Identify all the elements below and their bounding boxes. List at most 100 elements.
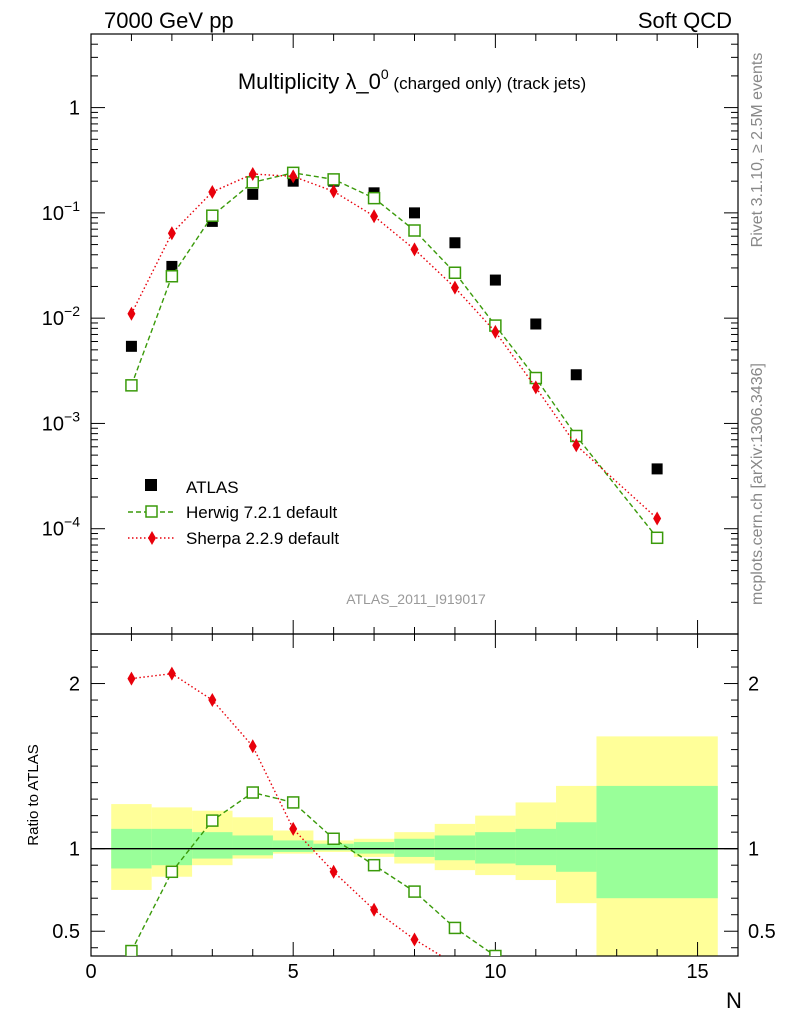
- band-inner: [232, 835, 273, 856]
- x-axis-label: N: [726, 988, 742, 1013]
- x-tick-label: 15: [686, 961, 708, 983]
- band-inner: [313, 843, 354, 851]
- sherpa-ratio-point: [370, 902, 379, 917]
- atlas-point: [166, 260, 178, 272]
- sherpa-ratio-point: [329, 864, 338, 879]
- sherpa-ratio-line: [131, 672, 443, 956]
- herwig-ratio-point: [408, 885, 421, 898]
- sherpa-point: [329, 184, 338, 199]
- atlas-point: [409, 207, 420, 219]
- sherpa-point: [167, 226, 176, 241]
- y-tick-label: 10−1: [42, 198, 80, 225]
- legend-label-sherpa: Sherpa 2.2.9 default: [186, 529, 339, 548]
- legend-label-herwig: Herwig 7.2.1 default: [186, 503, 337, 522]
- herwig-ratio-point: [165, 865, 179, 879]
- band-inner: [596, 785, 718, 899]
- x-tick-label: 5: [288, 961, 299, 983]
- sherpa-ratio-point: [127, 671, 136, 686]
- x-tick-label: 0: [85, 961, 96, 983]
- uncertainty-bands: [91, 736, 738, 956]
- atlas-point: [125, 340, 137, 352]
- y-tick-label: 10−2: [42, 303, 80, 330]
- ratio-y-tick-label-right: 2: [748, 674, 759, 696]
- sherpa-point: [289, 169, 298, 184]
- sherpa-point: [653, 511, 662, 526]
- ratio-y-axis-label: Ratio to ATLAS: [25, 744, 42, 845]
- herwig-ratio-point: [286, 796, 300, 809]
- x-tick-label: 10: [484, 961, 506, 983]
- ratio-y-tick-label: 0.5: [52, 921, 80, 943]
- herwig-ratio-point: [327, 832, 340, 846]
- band-inner: [151, 828, 193, 866]
- atlas-point: [651, 463, 663, 475]
- band-inner: [556, 822, 597, 872]
- herwig-ratio-point: [448, 921, 462, 935]
- legend-marker-sherpa: [148, 531, 156, 545]
- sherpa-point: [410, 242, 419, 257]
- plot-title: Multiplicity λ_00 (charged only) (track …: [238, 66, 586, 94]
- ratio-plot-series: [125, 666, 502, 971]
- herwig-point: [408, 224, 421, 237]
- herwig-ratio-point: [125, 944, 138, 956]
- axis-ticks: [90, 33, 739, 956]
- band-inner: [515, 828, 557, 866]
- herwig-point: [448, 266, 462, 279]
- herwig-ratio-point: [246, 786, 259, 799]
- sherpa-ratio-point: [451, 957, 459, 971]
- ratio-y-tick-label-right: 1: [748, 839, 759, 861]
- herwig-ratio-point: [206, 814, 219, 827]
- legend-marker-herwig: [145, 505, 158, 518]
- title-superscript: 0: [381, 66, 389, 82]
- y-tick-label: 10−4: [42, 514, 80, 541]
- sherpa-point: [208, 184, 217, 199]
- herwig-point: [650, 531, 664, 545]
- atlas-point: [530, 318, 542, 330]
- band-inner: [353, 842, 395, 854]
- atlas-point: [489, 274, 501, 286]
- tick-labels: 0 5 10 15 10−4 10−3 10−2 10−1 1 0.5 0.5 1 1 2 2: [42, 98, 776, 983]
- band-inner: [192, 832, 233, 859]
- atlas-point: [570, 369, 582, 381]
- band-inner: [272, 840, 314, 852]
- herwig-point: [327, 173, 340, 186]
- sherpa-point: [450, 280, 459, 295]
- band-inner: [394, 838, 435, 857]
- main-plot-series: [125, 166, 664, 545]
- sherpa-point: [127, 306, 136, 321]
- y-tick-label: 1: [69, 98, 80, 120]
- rivet-label: Rivet 3.1.10, ≥ 2.5M events: [749, 53, 766, 248]
- herwig-ratio-line: [130, 791, 496, 956]
- sherpa-point: [491, 324, 500, 339]
- sherpa-ratio-point: [248, 739, 257, 754]
- sherpa-ratio-point: [289, 821, 298, 836]
- sherpa-ratio-point: [208, 693, 217, 708]
- mcplots-label: mcplots.cern.ch [arXiv:1306.3436]: [749, 363, 766, 605]
- title-main: Multiplicity λ_0: [238, 69, 381, 94]
- herwig-point: [206, 209, 219, 222]
- sherpa-point: [370, 209, 379, 224]
- ratio-y-tick-label: 2: [69, 674, 80, 696]
- sherpa-point: [572, 438, 581, 453]
- y-tick-label: 10−3: [42, 408, 80, 435]
- legend: ATLAS Herwig 7.2.1 default Sherpa 2.2.9 …: [128, 478, 339, 548]
- header-left: 7000 GeV pp: [104, 8, 234, 33]
- legend-marker-atlas: [145, 479, 157, 491]
- band-inner: [434, 835, 476, 861]
- ratio-y-tick-label-right: 0.5: [748, 921, 776, 943]
- sherpa-ratio-point: [167, 666, 176, 681]
- ratio-y-tick-label: 1: [69, 839, 80, 861]
- sherpa-ratio-point: [410, 932, 419, 947]
- herwig-point: [367, 191, 381, 205]
- sherpa-point: [248, 166, 257, 181]
- header-right: Soft QCD: [638, 8, 732, 33]
- sherpa-point: [531, 380, 540, 395]
- herwig-point: [165, 270, 179, 283]
- herwig-ratio-point: [489, 949, 502, 956]
- herwig-point: [125, 379, 138, 392]
- analysis-watermark: ATLAS_2011_I919017: [346, 591, 486, 607]
- atlas-point: [247, 188, 259, 200]
- legend-label-atlas: ATLAS: [186, 478, 239, 497]
- atlas-point: [449, 237, 461, 249]
- herwig-ratio-point: [367, 858, 381, 872]
